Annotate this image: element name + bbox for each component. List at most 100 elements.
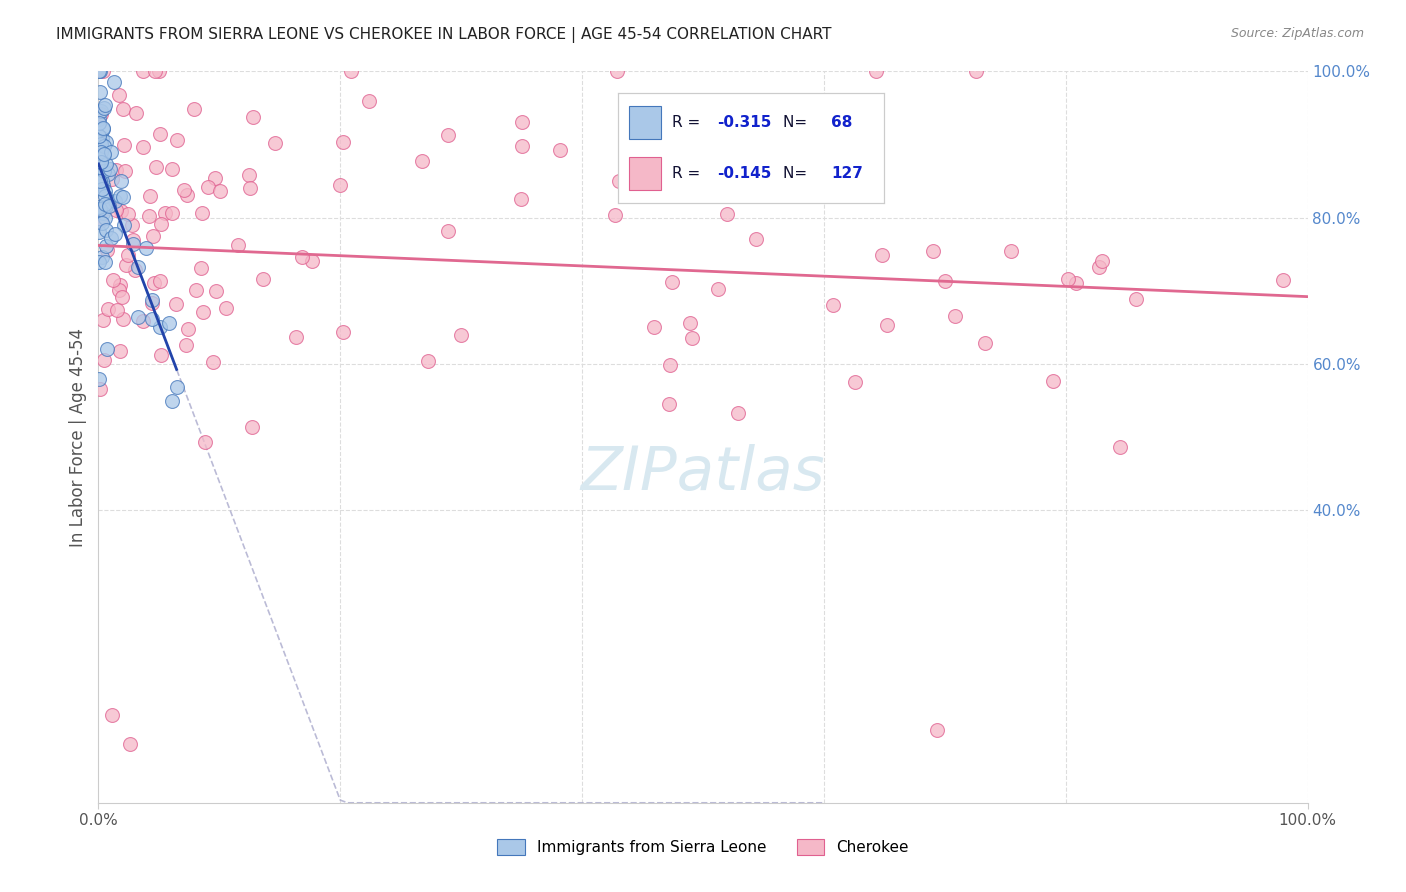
Point [94,254,117,268]
Point [117,207,139,221]
Point [89,371,111,385]
Point [101,273,124,287]
Point [149,274,172,288]
Point [100,172,122,186]
Point [96,135,118,149]
Point [103,227,125,241]
Point [177,321,200,335]
Point [111,312,134,326]
Point [127,310,149,324]
Point [89,64,111,78]
Point [110,174,132,188]
Point [93,164,115,178]
Point [242,110,264,124]
Point [870,248,893,262]
Point [744,232,766,246]
Point [716,207,738,221]
Point [138,209,160,223]
Point [94,202,117,216]
Point [148,64,170,78]
Point [90,107,112,121]
Point [239,181,262,195]
Point [149,320,172,334]
Point [965,64,987,78]
Point [661,275,683,289]
Point [89,135,111,149]
Point [97,167,120,181]
Point [436,224,458,238]
Point [93,138,115,153]
Point [141,293,163,308]
Point [90,217,112,231]
Point [91,64,114,78]
Point [89,170,111,185]
Point [332,326,354,340]
Point [94,239,117,253]
Point [143,64,166,78]
Point [340,64,363,78]
Point [89,85,111,99]
Point [87,200,110,214]
Point [97,301,120,316]
Point [91,131,114,145]
Point [411,154,433,169]
Point [90,182,112,196]
Point [643,319,665,334]
Point [93,147,115,161]
Point [96,343,118,357]
Point [329,178,352,192]
Point [139,189,162,203]
Point [93,197,115,211]
Point [135,241,157,255]
Point [166,133,188,147]
Point [183,102,205,116]
Point [1064,276,1087,290]
Point [659,358,682,372]
Point [603,208,626,222]
Point [90,137,112,152]
Point [706,282,728,296]
Point [160,205,183,219]
Point [357,94,380,108]
Point [142,277,165,291]
Point [98,162,121,177]
Point [416,354,439,368]
Point [510,138,533,153]
Point [118,737,141,751]
Point [90,103,112,118]
Point [285,329,308,343]
Point [197,180,219,194]
Point [100,230,122,244]
Point [89,160,111,174]
Point [91,206,114,220]
Point [91,312,114,326]
Point [332,135,354,149]
Point [105,303,128,318]
Point [176,188,198,202]
Point [121,219,143,233]
Point [93,211,115,225]
Point [209,184,232,198]
Text: Source: ZipAtlas.com: Source: ZipAtlas.com [1230,27,1364,40]
Point [679,316,702,330]
Point [91,250,114,264]
Point [943,309,966,323]
Point [727,405,749,419]
Point [823,297,845,311]
Point [205,284,228,298]
Point [96,244,118,258]
Point [301,254,323,268]
Point [450,328,472,343]
Point [194,434,217,449]
Point [238,168,260,182]
Point [510,192,533,206]
Point [149,348,172,362]
Point [93,189,115,203]
Point [93,122,115,136]
Point [974,336,997,351]
Point [89,144,111,158]
Point [165,297,187,311]
Point [291,250,314,264]
Point [112,219,135,233]
Point [141,295,163,310]
